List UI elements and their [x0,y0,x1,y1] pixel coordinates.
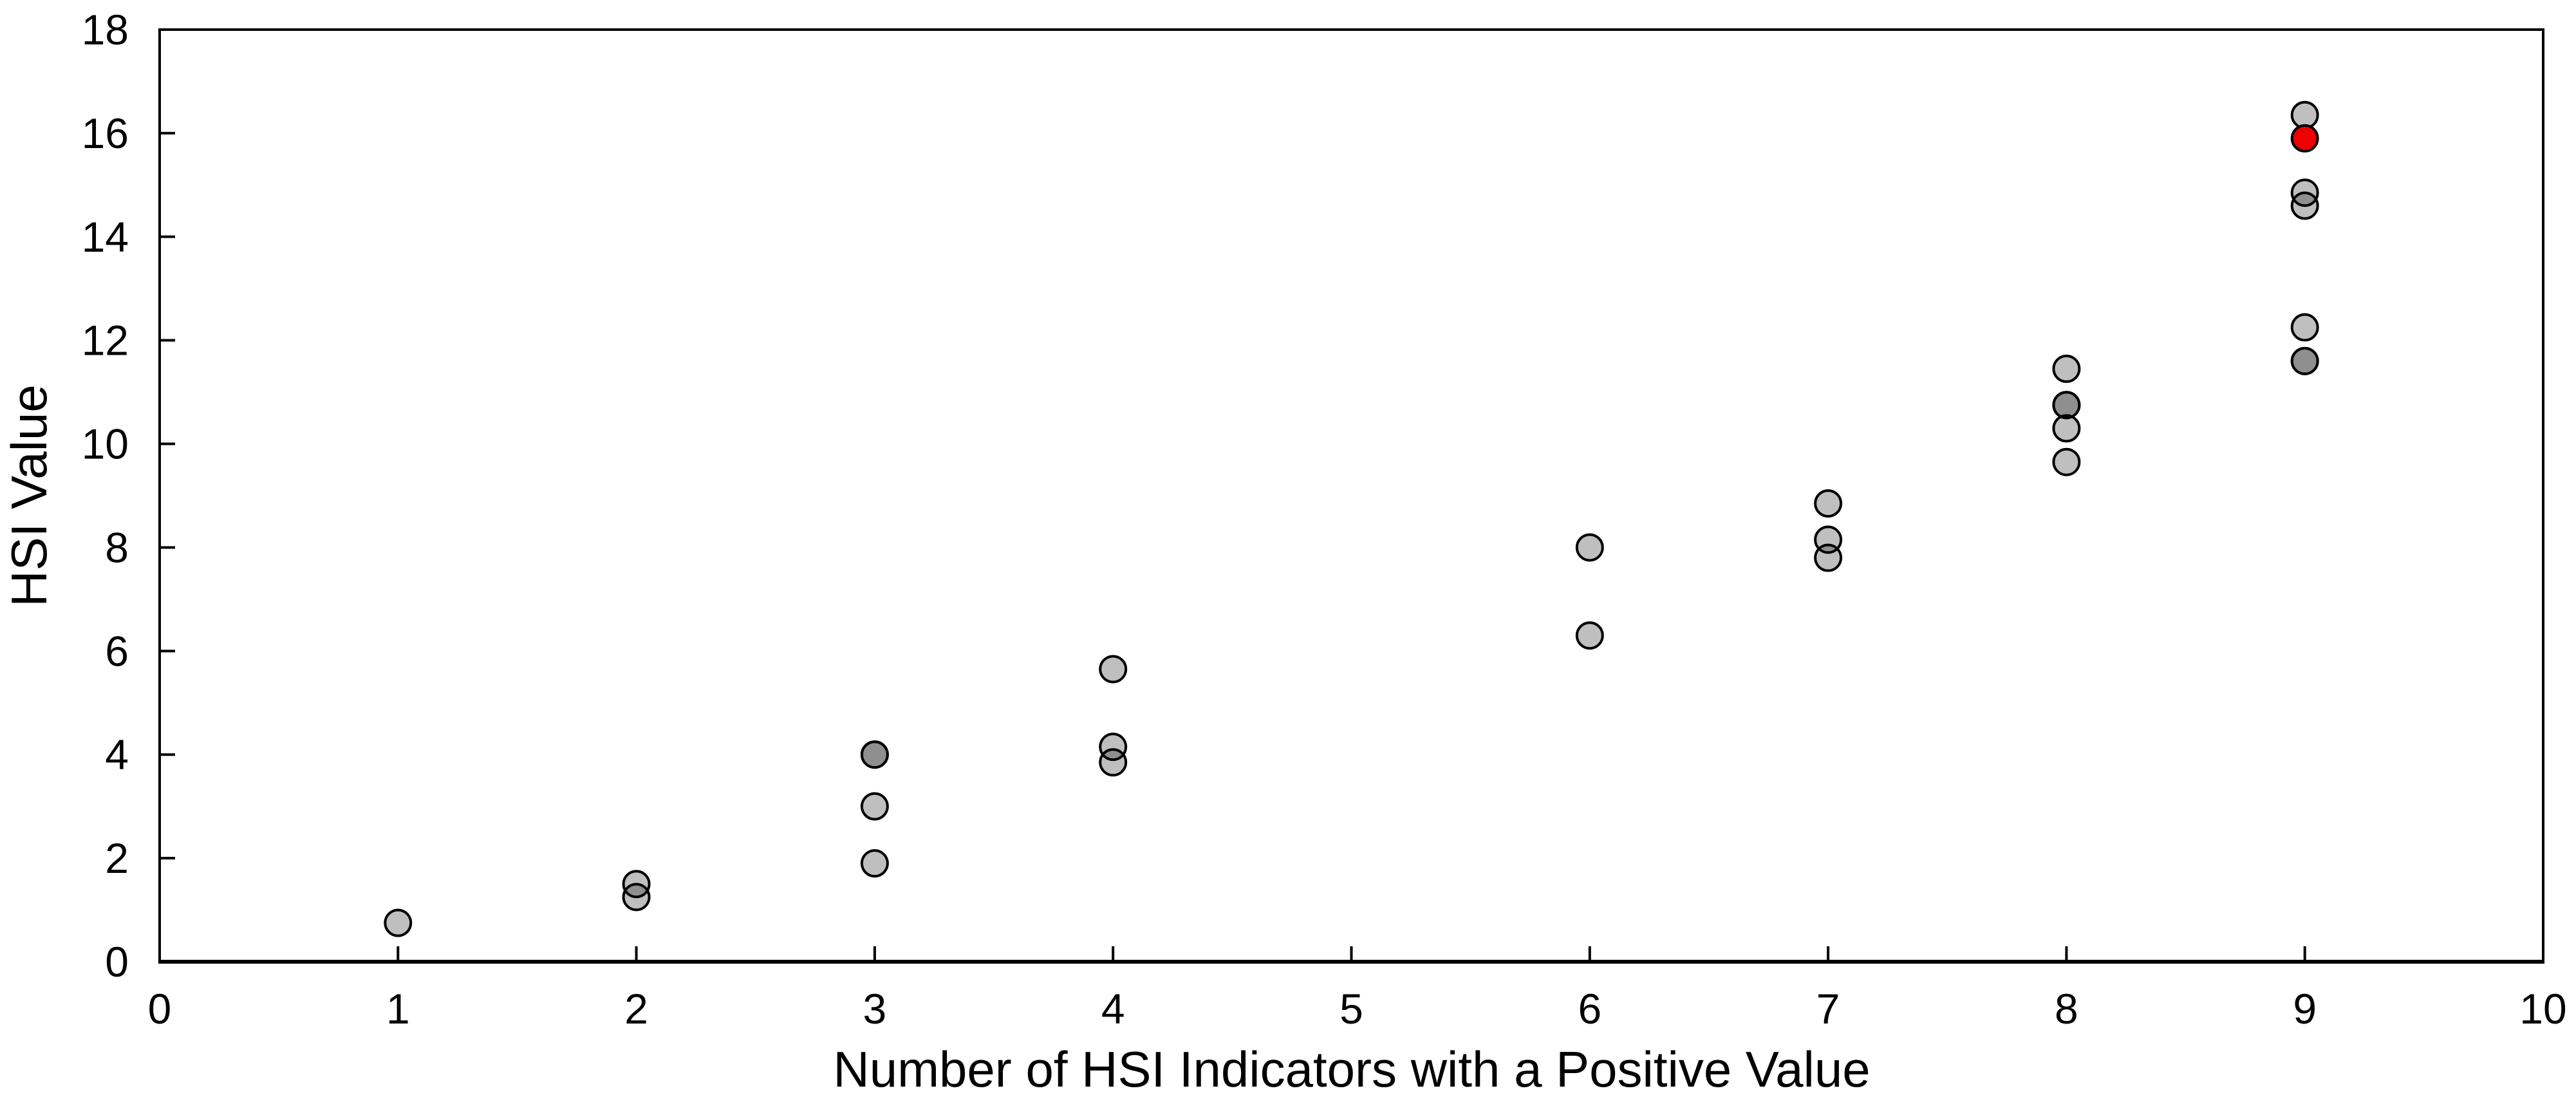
data-point [1099,748,1128,777]
plot-frame [158,28,2544,964]
data-point [1575,621,1604,650]
y-tick-label: 12 [82,317,129,364]
data-points [384,100,2319,937]
y-tick-label: 4 [105,731,129,778]
data-point [2290,100,2319,129]
data-point [860,792,889,821]
y-tick-label: 18 [82,6,129,53]
x-tick-label: 8 [2055,985,2078,1033]
y-tick-label: 0 [105,938,129,986]
x-tick-label: 2 [624,985,648,1033]
y-tick-label: 6 [105,627,129,675]
x-tick-label: 1 [386,985,410,1033]
data-point [1814,543,1843,572]
data-point [384,908,413,937]
highlight-point [2290,124,2319,153]
y-tick-label: 8 [105,523,129,571]
y-tick-label: 10 [82,420,129,468]
axis-ticks [161,131,2306,960]
data-point [1575,533,1604,562]
data-point [1099,733,1128,762]
data-point [1099,655,1128,684]
x-tick-label: 3 [863,985,887,1033]
data-point [622,883,651,912]
data-point [2052,447,2081,476]
x-tick-label: 5 [1339,985,1363,1033]
x-tick-label: 0 [148,985,172,1033]
data-point [860,849,889,878]
x-tick-label: 4 [1101,985,1125,1033]
y-tick-label: 16 [82,109,129,157]
x-axis-title: Number of HSI Indicators with a Positive… [833,1041,1870,1098]
data-point [2290,346,2319,375]
data-point [2290,313,2319,342]
data-point [2052,354,2081,383]
y-tick-label: 14 [82,213,129,261]
x-tick-label: 9 [2293,985,2317,1033]
y-tick-label: 2 [105,834,129,882]
x-tick-label: 10 [2519,985,2566,1033]
data-point [2052,414,2081,443]
x-tick-label: 7 [1816,985,1840,1033]
data-point [1814,489,1843,518]
x-tick-label: 6 [1578,985,1601,1033]
data-point [2052,391,2081,420]
plot-border [158,28,2544,963]
y-axis-title: HSI Value [1,384,57,606]
data-point [860,740,889,769]
data-point [2290,191,2319,220]
